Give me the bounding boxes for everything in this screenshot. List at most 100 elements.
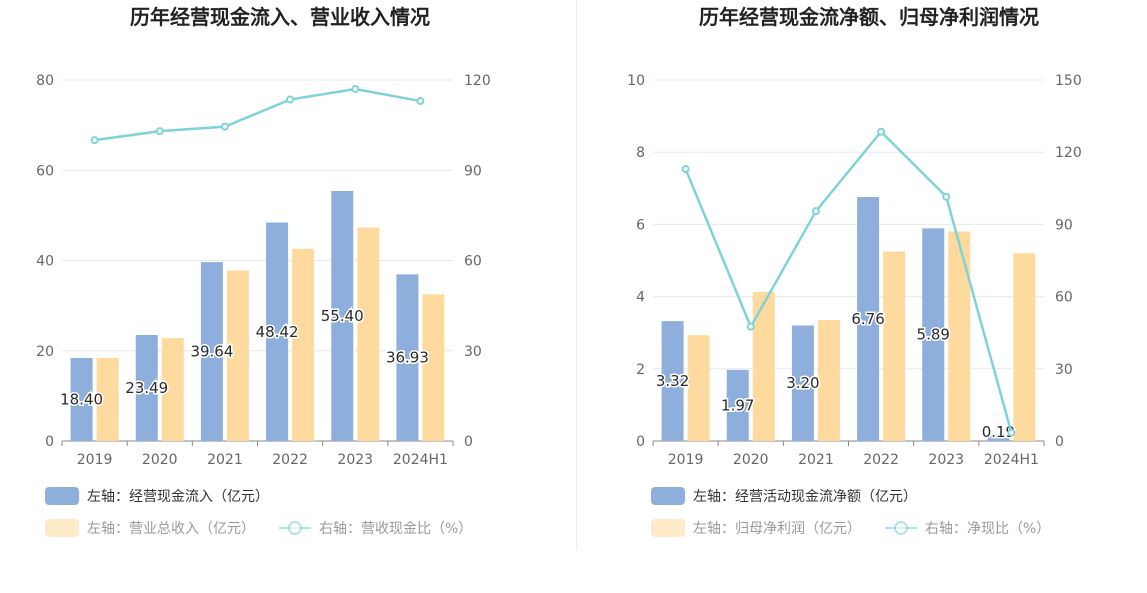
legend-label: 左轴：经营活动现金流净额（亿元） xyxy=(693,489,917,505)
right-axis-tick-label: 90 xyxy=(1055,217,1073,233)
data-label: 3.32 xyxy=(656,372,689,390)
chart-svg-left: 历年经营现金流入、营业收入情况 0 20 40 60 80 0 30 60 90 120 2019 20… xyxy=(36,5,491,537)
data-label: 36.93 xyxy=(386,349,429,367)
line-point xyxy=(746,322,755,331)
bar-primary xyxy=(857,196,880,441)
bar-primary xyxy=(396,274,419,441)
legend-swatch-marker xyxy=(288,521,302,535)
right-axis-tick-label: 30 xyxy=(464,344,482,360)
left-axis-tick-label: 4 xyxy=(636,290,645,306)
bar-secondary xyxy=(687,335,710,441)
line-point xyxy=(811,207,820,216)
bar-primary xyxy=(726,369,749,441)
data-label: 48.42 xyxy=(256,323,299,341)
line-point xyxy=(155,127,164,136)
line-point xyxy=(877,127,886,136)
line-point xyxy=(681,165,690,174)
x-axis-tick-label: 2024H1 xyxy=(393,452,448,468)
bar-secondary xyxy=(948,231,971,441)
chart-title: 历年经营现金流入、营业收入情况 xyxy=(130,5,430,29)
series-line xyxy=(684,129,1013,433)
data-label: 0.19 xyxy=(982,423,1015,441)
left-axis-tick-label: 40 xyxy=(36,254,54,270)
bar-primary xyxy=(70,357,93,441)
line-point xyxy=(286,95,295,104)
left-axis-tick-label: 0 xyxy=(636,434,645,450)
data-label: 18.40 xyxy=(60,390,103,408)
legend-swatch-marker xyxy=(894,521,908,535)
data-label: 3.20 xyxy=(786,374,819,392)
left-axis-tick-label: 8 xyxy=(636,145,645,161)
bar-primary xyxy=(987,434,1010,441)
bar-secondary xyxy=(422,294,445,441)
x-axis-tick-label: 2020 xyxy=(142,452,178,468)
right-axis-tick-label: 150 xyxy=(1055,73,1082,89)
x-axis-tick-label: 2023 xyxy=(928,452,964,468)
bar-secondary xyxy=(357,227,380,441)
left-axis-tick-label: 6 xyxy=(636,217,645,233)
line-point xyxy=(90,136,99,145)
x-axis-tick-label: 2023 xyxy=(337,452,373,468)
legend-label: 左轴：营业总收入（亿元） xyxy=(87,521,255,537)
bar-secondary xyxy=(752,291,775,441)
x-axis-tick-label: 2019 xyxy=(668,452,704,468)
bar-primary xyxy=(922,228,945,441)
legend-label: 左轴：经营现金流入（亿元） xyxy=(87,489,269,505)
x-axis-tick-label: 2019 xyxy=(77,452,113,468)
x-axis-tick-label: 2022 xyxy=(863,452,899,468)
bar-secondary xyxy=(883,251,906,441)
line-point xyxy=(351,85,360,94)
series-line xyxy=(94,87,421,142)
data-label: 6.76 xyxy=(851,310,884,328)
data-label: 23.49 xyxy=(125,379,168,397)
right-axis-tick-label: 60 xyxy=(464,254,482,270)
bar-primary xyxy=(661,321,684,441)
right-axis-tick-label: 120 xyxy=(1055,145,1082,161)
left-axis-tick-label: 20 xyxy=(36,344,54,360)
left-axis-tick-label: 0 xyxy=(45,434,54,450)
bar-primary xyxy=(135,335,158,441)
right-axis-tick-label: 120 xyxy=(464,73,491,89)
right-axis-tick-label: 90 xyxy=(464,163,482,179)
left-axis-tick-label: 60 xyxy=(36,163,54,179)
x-axis-tick-label: 2022 xyxy=(272,452,308,468)
bar-secondary xyxy=(161,338,184,441)
x-axis-tick-label: 2024H1 xyxy=(984,452,1039,468)
bar-primary xyxy=(331,191,354,441)
line-point xyxy=(942,192,951,201)
data-label: 1.97 xyxy=(721,396,754,414)
legend-label: 左轴：归母净利润（亿元） xyxy=(693,520,861,537)
line-point xyxy=(416,97,425,106)
panel-divider xyxy=(576,0,577,550)
bar-primary xyxy=(266,222,289,441)
chart-panel-right: 历年经营现金流净额、归母净利润情况 0 2 4 6 8 10 0 30 60 90 120 150 201… xyxy=(574,0,1147,589)
bar-secondary xyxy=(96,357,119,441)
legend-swatch-secondary xyxy=(45,519,79,537)
chart-title: 历年经营现金流净额、归母净利润情况 xyxy=(699,5,1039,29)
x-axis-tick-label: 2021 xyxy=(798,452,834,468)
legend-label: 右轴：营收现金比（%） xyxy=(319,521,472,537)
x-axis-tick-label: 2021 xyxy=(207,452,243,468)
legend-label: 右轴：净现比（%） xyxy=(925,521,1050,537)
chart-panel-left: 历年经营现金流入、营业收入情况 0 20 40 60 80 0 30 60 90 120 2019 20… xyxy=(0,0,573,589)
bar-primary xyxy=(791,325,814,441)
bar-secondary xyxy=(817,320,840,441)
right-axis-tick-label: 30 xyxy=(1055,362,1073,378)
x-axis-tick-label: 2020 xyxy=(733,452,769,468)
legend-swatch-primary xyxy=(651,487,685,505)
line-point xyxy=(1007,428,1016,437)
line-point xyxy=(220,122,229,131)
legend-swatch-secondary xyxy=(651,519,685,537)
bar-secondary xyxy=(226,270,249,441)
legend-swatch-primary xyxy=(45,487,79,505)
data-label: 39.64 xyxy=(190,343,233,361)
chart-svg-right: 历年经营现金流净额、归母净利润情况 0 2 4 6 8 10 0 30 60 90 120 150 201… xyxy=(627,5,1082,537)
left-axis-tick-label: 80 xyxy=(36,73,54,89)
left-axis-tick-label: 2 xyxy=(636,362,645,378)
bar-secondary xyxy=(1013,253,1036,441)
data-label: 55.40 xyxy=(321,307,364,325)
right-axis-tick-label: 0 xyxy=(1055,434,1064,450)
right-axis-tick-label: 0 xyxy=(464,434,473,450)
data-label: 5.89 xyxy=(917,326,950,344)
right-axis-tick-label: 60 xyxy=(1055,290,1073,306)
